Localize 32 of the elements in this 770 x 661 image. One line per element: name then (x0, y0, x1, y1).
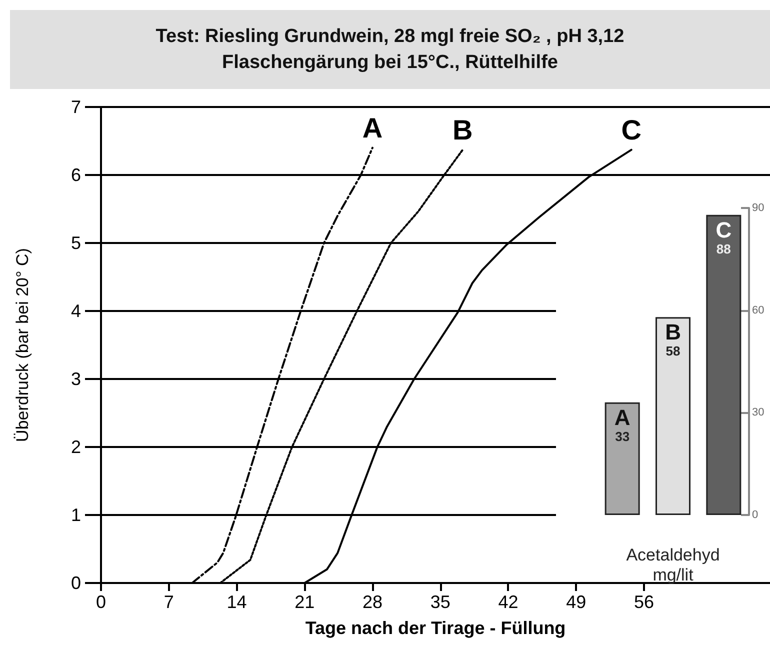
series-label: B (452, 114, 473, 146)
chart-subtitle: Flaschengärung bei 15°C., Rüttelhilfe (222, 50, 558, 74)
data-label: 58 (666, 344, 680, 359)
y-tick-label: 90 (752, 202, 764, 214)
y-tick-label: 1 (70, 505, 81, 525)
x-tick-label: 28 (362, 592, 382, 612)
x-tick-label: 14 (226, 592, 247, 612)
series-label: A (362, 112, 383, 144)
data-label: 33 (615, 428, 630, 444)
chart-title: Test: Riesling Grundwein, 28 mgl freie SO₂ , pH 3,12 (156, 24, 624, 48)
data-label: 88 (716, 241, 731, 256)
y-tick-label: 30 (752, 406, 764, 419)
x-tick-label: 21 (294, 592, 315, 612)
x-axis-title: Acetaldehyd mg/lit (626, 546, 720, 584)
y-tick-label: 60 (752, 304, 764, 316)
y-axis-title: Überdruck (bar bei 20° C) (13, 248, 32, 442)
x-tick-label: 49 (566, 592, 586, 612)
x-tick-label: 56 (634, 592, 654, 612)
y-tick-label: 6 (70, 165, 81, 185)
y-tick-label: 0 (752, 509, 758, 521)
x-tick-label: 7 (164, 592, 174, 612)
y-tick-label: 5 (70, 233, 81, 253)
y-tick-label: 4 (70, 301, 81, 321)
x-axis-title: Tage nach der Tirage - Füllung (305, 618, 566, 638)
x-tick-label: 42 (498, 592, 518, 612)
x-tick-label: 0 (96, 592, 106, 612)
y-tick-label: 7 (70, 97, 81, 117)
series-label: C (621, 114, 642, 146)
y-tick-label: 3 (70, 369, 81, 389)
y-tick-label: 2 (70, 437, 81, 457)
x-tick-label: 35 (430, 592, 450, 612)
y-tick-label: 0 (70, 573, 81, 593)
